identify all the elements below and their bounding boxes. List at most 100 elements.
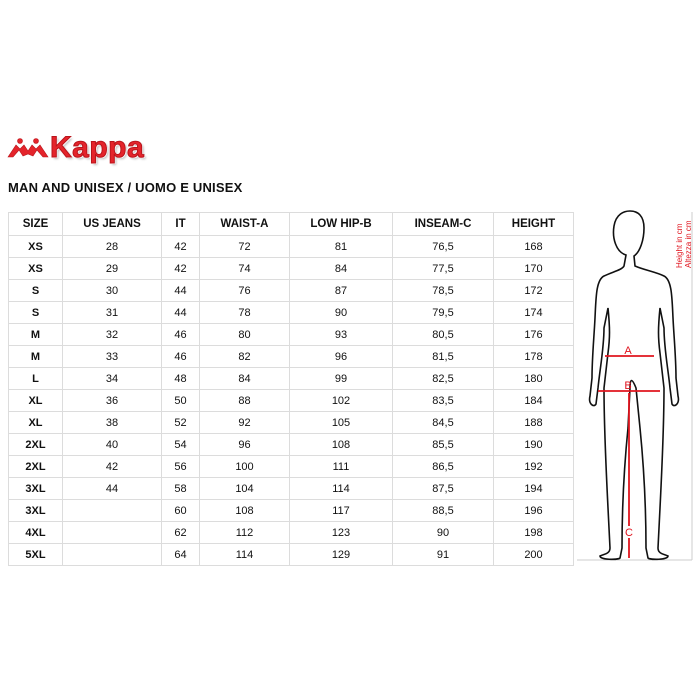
table-cell: 81,5 (392, 345, 494, 368)
column-header: SIZE (8, 212, 63, 236)
table-cell: XS (8, 235, 63, 258)
table-cell: 82,5 (392, 367, 494, 390)
table-cell: 178 (493, 345, 574, 368)
table-cell: 46 (161, 345, 200, 368)
table-cell: 64 (161, 543, 200, 566)
table-cell: 176 (493, 323, 574, 346)
table-row: S 30 44 76 87 78,5 172 (8, 279, 574, 302)
table-cell: S (8, 279, 63, 302)
table-cell: 90 (289, 301, 393, 324)
table-cell: 87 (289, 279, 393, 302)
table-cell: 76 (199, 279, 290, 302)
body-outline (588, 210, 680, 561)
table-cell: 117 (289, 499, 393, 522)
column-header: INSEAM-C (392, 212, 494, 236)
table-row: XL 36 50 88 102 83,5 184 (8, 389, 574, 412)
table-cell: 184 (493, 389, 574, 412)
table-cell: 31 (62, 301, 162, 324)
table-cell: L (8, 367, 63, 390)
table-cell: 174 (493, 301, 574, 324)
table-cell: 96 (199, 433, 290, 456)
table-cell: 44 (161, 279, 200, 302)
table-row: L 34 48 84 99 82,5 180 (8, 367, 574, 390)
table-cell (62, 499, 162, 522)
height-label-en: Height in cm (675, 223, 684, 268)
table-row: XS 28 42 72 81 76,5 168 (8, 235, 574, 258)
column-header: IT (161, 212, 200, 236)
table-cell: 42 (161, 257, 200, 280)
table-cell: 91 (392, 543, 494, 566)
table-cell: 29 (62, 257, 162, 280)
table-cell: 108 (289, 433, 393, 456)
table-cell: 81 (289, 235, 393, 258)
table-cell: 74 (199, 257, 290, 280)
table-cell: 44 (62, 477, 162, 500)
table-cell: 86,5 (392, 455, 494, 478)
table-cell: 123 (289, 521, 393, 544)
table-cell: 188 (493, 411, 574, 434)
table-row: 5XL 64 114 129 91 200 (8, 543, 574, 566)
label-c: C (625, 527, 633, 539)
table-cell: 80,5 (392, 323, 494, 346)
table-cell: 83,5 (392, 389, 494, 412)
table-cell: 87,5 (392, 477, 494, 500)
page-title: MAN AND UNISEX / UOMO E UNISEX (8, 180, 243, 195)
table-cell: M (8, 323, 63, 346)
table-cell: 84 (199, 367, 290, 390)
table-cell: 50 (161, 389, 200, 412)
table-cell: S (8, 301, 63, 324)
column-header: WAIST-A (199, 212, 290, 236)
table-cell: 34 (62, 367, 162, 390)
table-row: 3XL 60 108 117 88,5 196 (8, 499, 574, 522)
table-cell: 99 (289, 367, 393, 390)
table-cell: 84 (289, 257, 393, 280)
table-cell: M (8, 345, 63, 368)
table-row: M 32 46 80 93 80,5 176 (8, 323, 574, 346)
table-cell: 88,5 (392, 499, 494, 522)
table-cell: 52 (161, 411, 200, 434)
table-cell: 54 (161, 433, 200, 456)
table-cell: 78,5 (392, 279, 494, 302)
table-cell: 46 (161, 323, 200, 346)
table-cell: 105 (289, 411, 393, 434)
table-cell: 58 (161, 477, 200, 500)
size-table: SIZE US JEANS IT WAIST-A LOW HIP-B INSEAM-C HE… (8, 212, 574, 566)
table-row: 3XL 44 58 104 114 87,5 194 (8, 477, 574, 500)
table-cell: 190 (493, 433, 574, 456)
table-cell: 38 (62, 411, 162, 434)
table-cell: 40 (62, 433, 162, 456)
table-cell: 112 (199, 521, 290, 544)
table-cell: XL (8, 411, 63, 434)
table-row: M 33 46 82 96 81,5 178 (8, 345, 574, 368)
table-cell: 96 (289, 345, 393, 368)
table-row: XS 29 42 74 84 77,5 170 (8, 257, 574, 280)
table-cell: 30 (62, 279, 162, 302)
table-cell: 200 (493, 543, 574, 566)
table-cell: 85,5 (392, 433, 494, 456)
table-cell: 168 (493, 235, 574, 258)
table-row: 4XL 62 112 123 90 198 (8, 521, 574, 544)
table-cell: 33 (62, 345, 162, 368)
table-cell: 88 (199, 389, 290, 412)
table-row: 2XL 42 56 100 111 86,5 192 (8, 455, 574, 478)
table-cell: XS (8, 257, 63, 280)
table-cell: 79,5 (392, 301, 494, 324)
brand-name: Kappa (49, 131, 145, 165)
table-cell: 111 (289, 455, 393, 478)
table-cell: XL (8, 389, 63, 412)
table-cell: 93 (289, 323, 393, 346)
table-cell (62, 543, 162, 566)
table-cell: 180 (493, 367, 574, 390)
table-cell (62, 521, 162, 544)
table-row: XL 38 52 92 105 84,5 188 (8, 411, 574, 434)
table-cell: 48 (161, 367, 200, 390)
table-cell: 36 (62, 389, 162, 412)
table-cell: 28 (62, 235, 162, 258)
table-cell: 172 (493, 279, 574, 302)
label-b: B (624, 380, 631, 392)
table-header-row: SIZE US JEANS IT WAIST-A LOW HIP-B INSEAM-C HE… (8, 212, 574, 236)
column-header: LOW HIP-B (289, 212, 393, 236)
table-cell: 3XL (8, 477, 63, 500)
table-cell: 42 (62, 455, 162, 478)
table-cell: 104 (199, 477, 290, 500)
